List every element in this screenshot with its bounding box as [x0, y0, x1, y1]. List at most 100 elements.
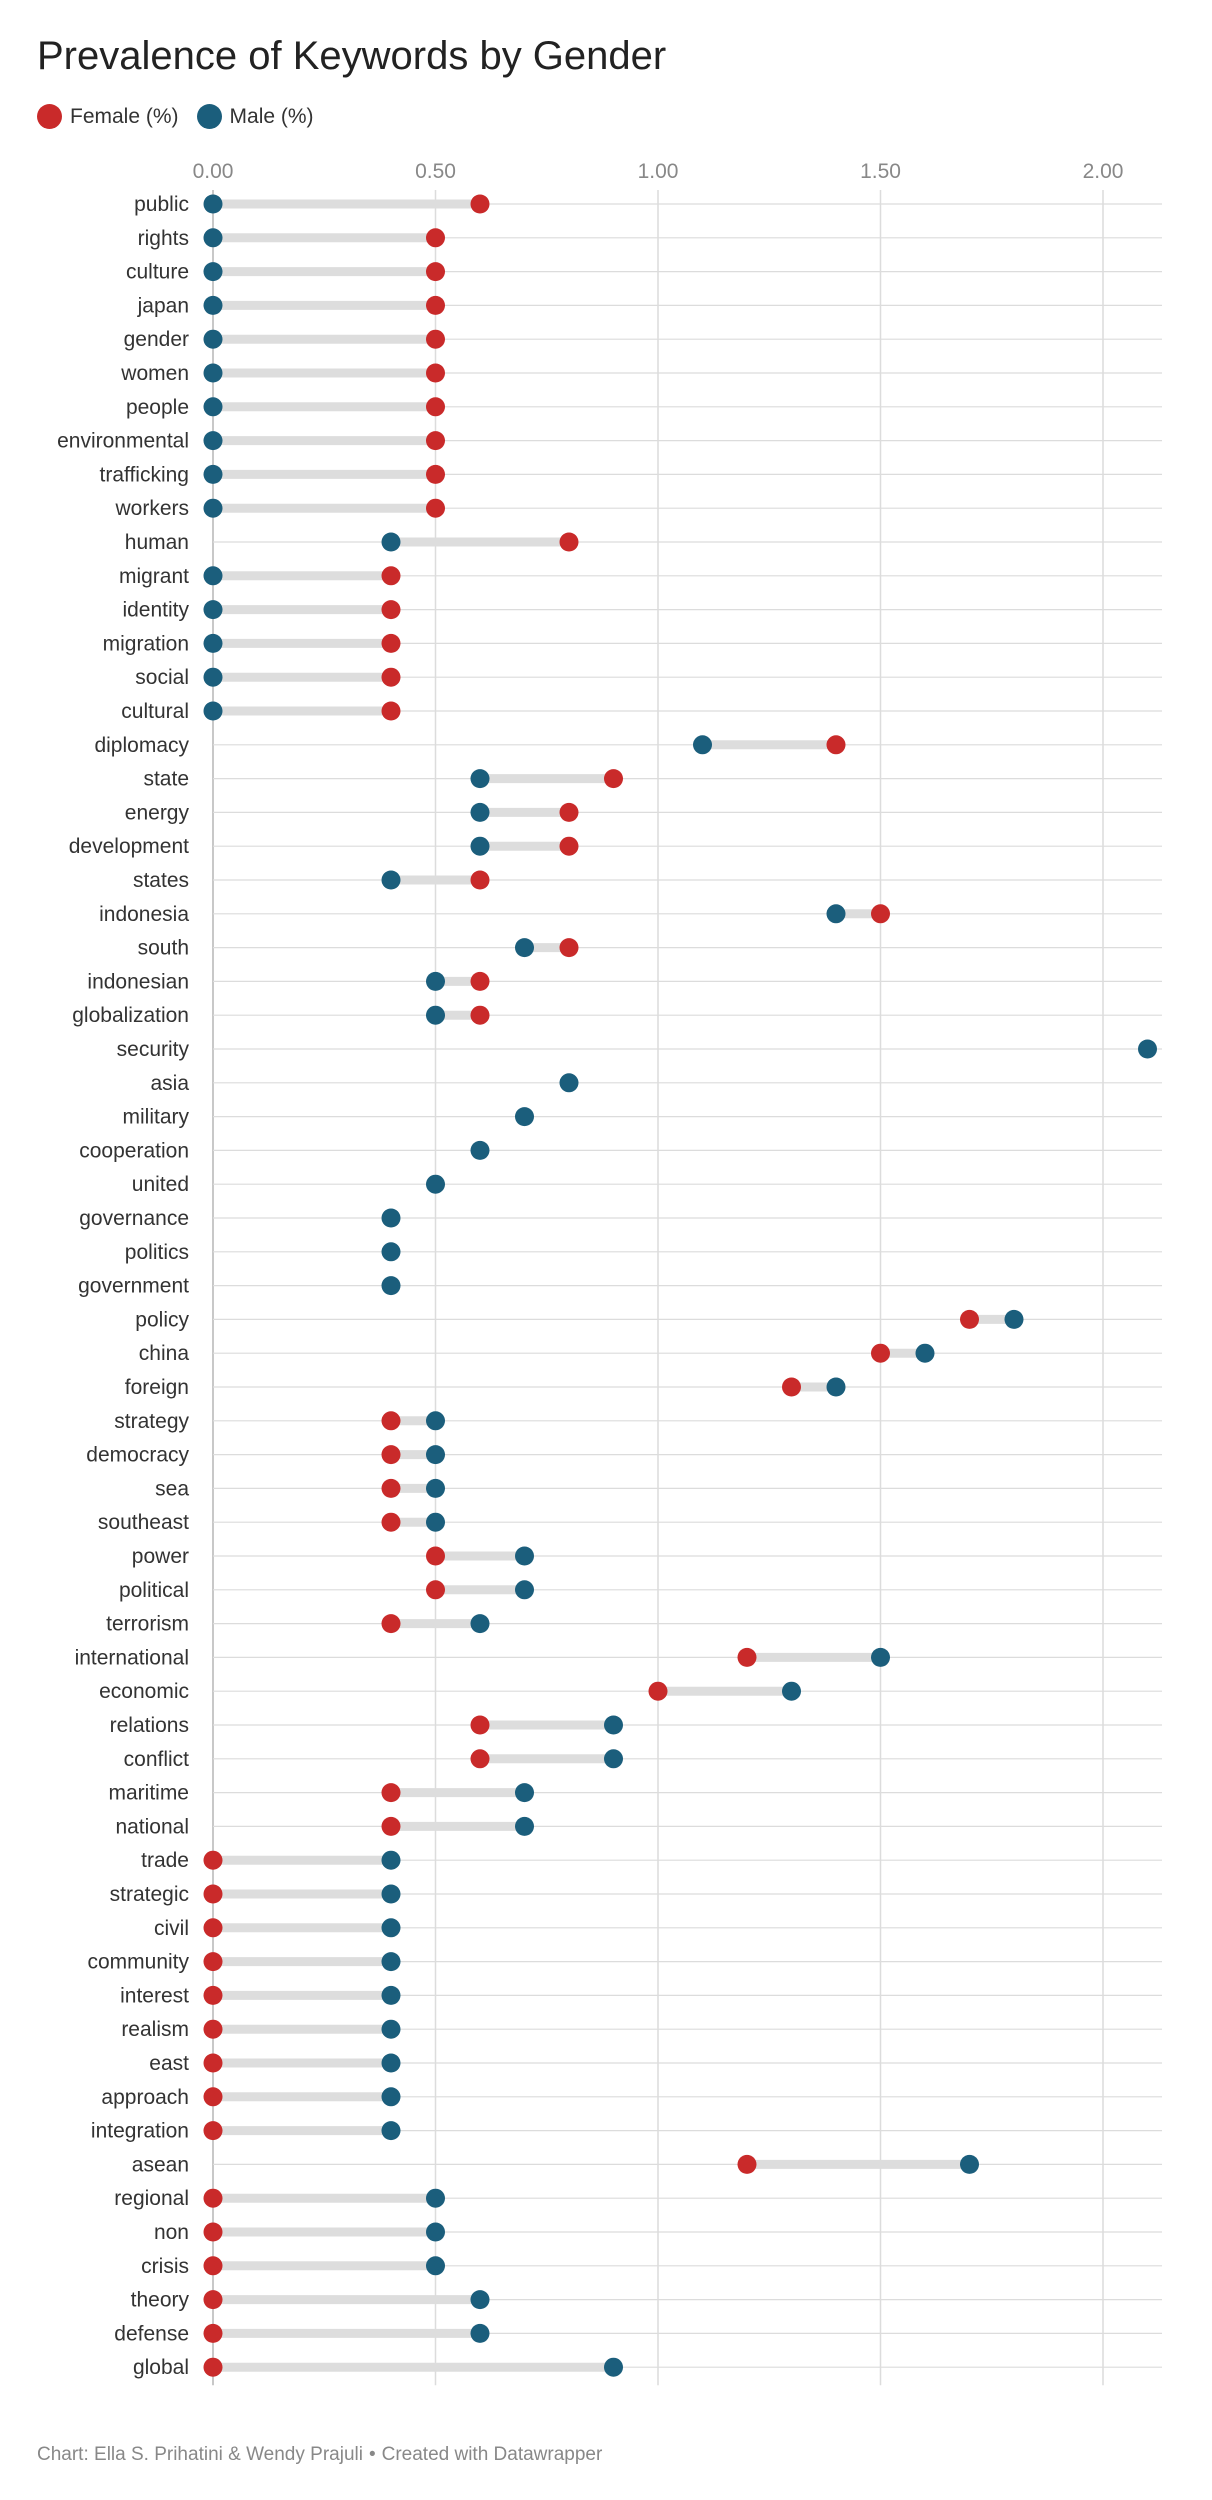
male-point — [782, 1681, 801, 1701]
keyword-label: global — [133, 2356, 189, 2379]
legend-label-female: Female (%) — [70, 104, 179, 128]
female-point — [426, 228, 445, 248]
male-point — [426, 2222, 445, 2242]
keyword-label: energy — [125, 801, 190, 824]
male-point — [604, 2357, 623, 2377]
keyword-label: social — [135, 666, 189, 689]
female-point — [426, 1580, 445, 1600]
keyword-label: culture — [126, 261, 189, 284]
keyword-label: asia — [150, 1072, 189, 1095]
female-point — [203, 2087, 223, 2107]
male-point — [381, 532, 401, 552]
keyword-label: foreign — [125, 1376, 189, 1399]
male-point — [381, 1208, 401, 1228]
male-point — [515, 1783, 534, 1803]
female-point — [871, 1343, 890, 1363]
legend-item-female: Female (%) — [37, 104, 179, 129]
keyword-label: relations — [110, 1714, 189, 1737]
keyword-label: asean — [132, 2153, 189, 2176]
keyword-label: japan — [137, 294, 189, 317]
female-point — [559, 532, 579, 552]
keyword-label: trade — [141, 1849, 189, 1872]
female-point — [203, 1850, 223, 1870]
male-point — [426, 1174, 445, 1194]
male-point — [203, 566, 223, 586]
male-point — [826, 904, 846, 924]
female-point — [426, 498, 445, 518]
female-point — [381, 1816, 401, 1836]
male-point — [470, 1614, 490, 1634]
male-point — [381, 2053, 401, 2073]
female-point — [470, 1715, 490, 1735]
male-point — [381, 1918, 401, 1938]
male-point — [604, 1749, 623, 1769]
male-point — [203, 262, 223, 282]
keyword-label: china — [139, 1342, 190, 1365]
keyword-label: integration — [91, 2120, 189, 2143]
male-point — [203, 194, 223, 214]
keyword-label: development — [69, 835, 189, 858]
female-point — [737, 2154, 757, 2174]
male-point — [604, 1715, 623, 1735]
female-point — [426, 464, 445, 484]
male-point — [826, 1377, 846, 1397]
male-point — [470, 802, 490, 822]
female-point — [426, 329, 445, 349]
female-point — [203, 2019, 223, 2039]
male-point — [470, 1140, 490, 1160]
male-point — [426, 1445, 445, 1465]
keyword-label: south — [138, 937, 189, 960]
keyword-label: trafficking — [100, 463, 190, 486]
keyword-label: sea — [155, 1477, 189, 1500]
keyword-label: international — [75, 1646, 189, 1669]
male-point — [426, 1478, 445, 1498]
female-point — [871, 904, 890, 924]
female-point — [381, 600, 401, 620]
keyword-label: community — [87, 1951, 189, 1974]
male-point — [203, 600, 223, 620]
x-tick-label: 0.50 — [415, 160, 456, 183]
female-point — [203, 2357, 223, 2377]
male-point — [203, 701, 223, 721]
keyword-label: security — [117, 1038, 190, 1061]
keyword-label: democracy — [86, 1444, 189, 1467]
female-point — [381, 1614, 401, 1634]
keyword-label: strategic — [110, 1883, 189, 1906]
male-point — [203, 431, 223, 451]
keyword-label: approach — [101, 2086, 189, 2109]
male-point — [426, 2256, 445, 2276]
keyword-label: conflict — [124, 1748, 190, 1771]
male-point — [559, 1073, 579, 1093]
keyword-label: cultural — [121, 700, 189, 723]
male-point — [203, 295, 223, 315]
male-point — [381, 1884, 401, 1904]
keyword-label: national — [115, 1815, 189, 1838]
male-point — [426, 1005, 445, 1025]
female-point — [470, 870, 490, 890]
male-point — [470, 2290, 490, 2310]
keyword-label: defense — [114, 2322, 189, 2345]
female-point — [559, 938, 579, 958]
legend-swatch-male — [196, 104, 222, 129]
male-point — [426, 971, 445, 991]
female-point — [826, 735, 846, 755]
chart-title: Prevalence of Keywords by Gender — [37, 34, 667, 78]
x-tick-label: 2.00 — [1083, 160, 1124, 183]
female-point — [737, 1647, 757, 1667]
female-point — [203, 1985, 223, 2005]
keyword-label: government — [78, 1275, 189, 1298]
keyword-label: identity — [122, 599, 189, 622]
male-point — [381, 1952, 401, 1972]
keyword-label: interest — [120, 1984, 189, 2007]
female-point — [381, 1445, 401, 1465]
keyword-label: east — [149, 2052, 189, 2075]
female-point — [381, 667, 401, 687]
keyword-label: state — [143, 768, 189, 791]
female-point — [604, 769, 623, 789]
keyword-label: economic — [99, 1680, 189, 1703]
female-point — [203, 2256, 223, 2276]
keyword-label: women — [120, 362, 189, 385]
keyword-label: regional — [114, 2187, 189, 2210]
female-point — [782, 1377, 801, 1397]
keyword-label: theory — [131, 2289, 190, 2312]
